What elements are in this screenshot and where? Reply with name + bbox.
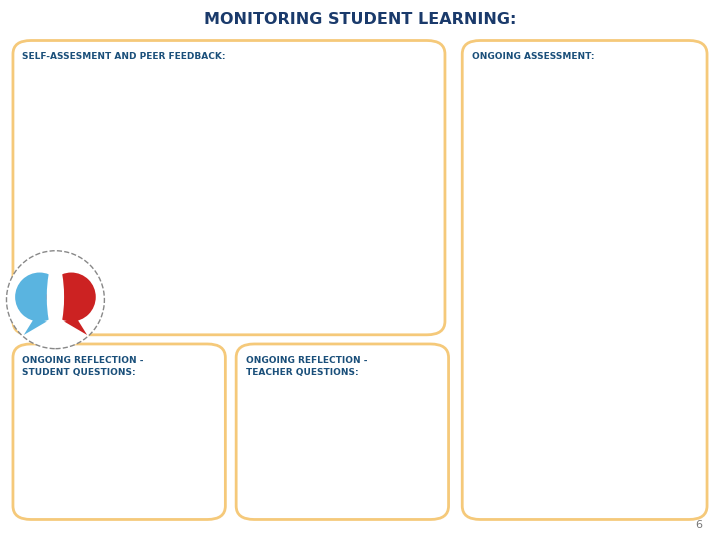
Text: ONGOING ASSESSMENT:: ONGOING ASSESSMENT:: [472, 52, 594, 62]
Polygon shape: [64, 319, 87, 335]
Text: SELF-ASSESMENT AND PEER FEEDBACK:: SELF-ASSESMENT AND PEER FEEDBACK:: [22, 52, 226, 62]
Ellipse shape: [47, 260, 64, 334]
Text: MONITORING STUDENT LEARNING:: MONITORING STUDENT LEARNING:: [204, 12, 516, 28]
FancyBboxPatch shape: [462, 40, 707, 519]
Ellipse shape: [6, 251, 104, 349]
Text: ONGOING REFLECTION -
TEACHER QUESTIONS:: ONGOING REFLECTION - TEACHER QUESTIONS:: [246, 356, 367, 377]
FancyBboxPatch shape: [13, 344, 225, 519]
Text: ONGOING REFLECTION -
STUDENT QUESTIONS:: ONGOING REFLECTION - STUDENT QUESTIONS:: [22, 356, 144, 377]
FancyBboxPatch shape: [13, 40, 445, 335]
Ellipse shape: [47, 273, 96, 321]
Text: 6: 6: [695, 520, 702, 530]
Polygon shape: [24, 319, 47, 335]
FancyBboxPatch shape: [236, 344, 449, 519]
Ellipse shape: [15, 273, 64, 321]
